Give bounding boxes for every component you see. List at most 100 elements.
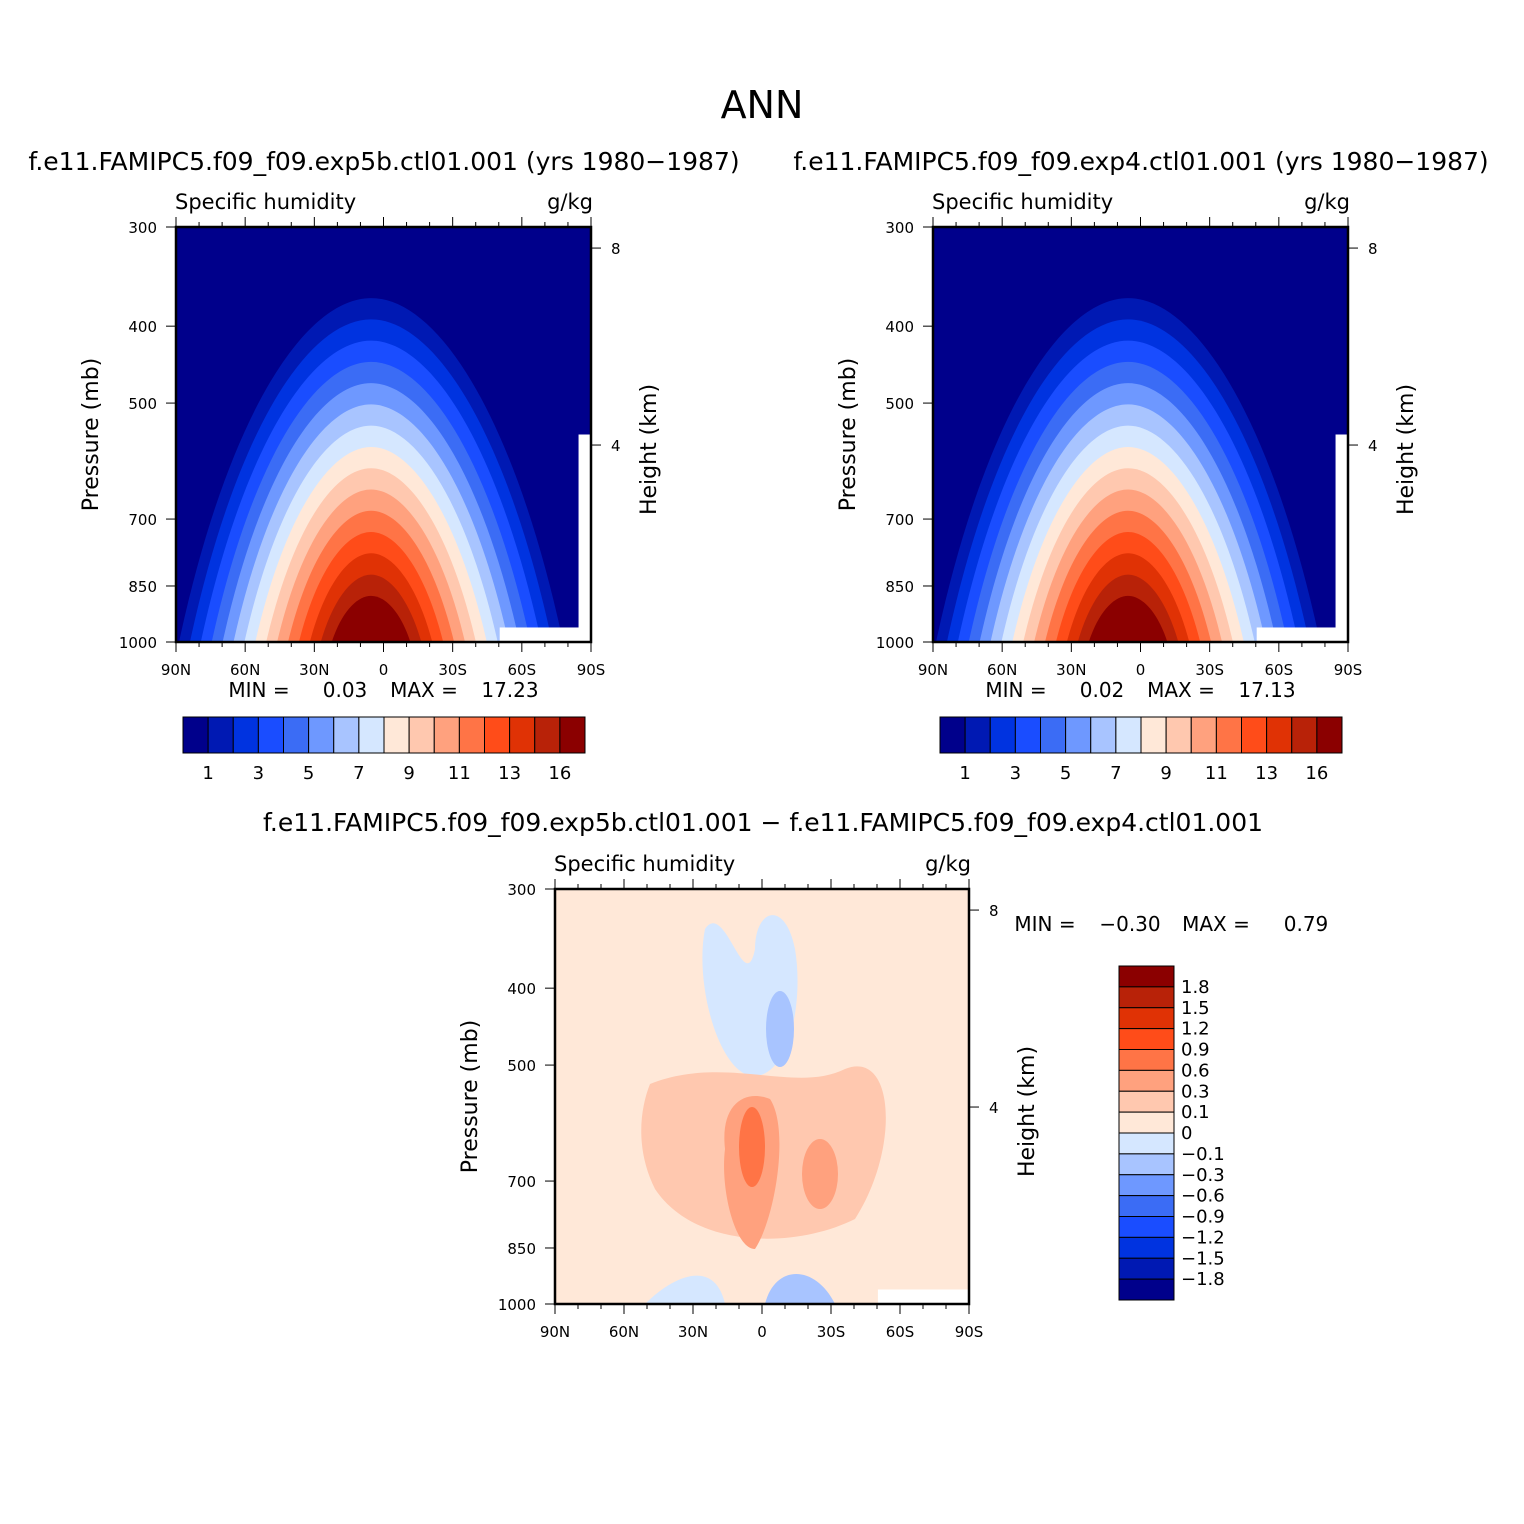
min-label: MIN = [985,678,1046,702]
y-right-axis-label: Height (km) [1394,384,1419,515]
colorbar-label: 5 [303,763,314,784]
right-label: g/kg [1304,190,1350,214]
colorbar-box [534,716,561,754]
missing-data-area [499,627,591,642]
colorbar-box [1118,1174,1175,1197]
colorbar-box [939,716,966,754]
x-tick-label: 30S [817,1323,846,1341]
colorbar: 1 3 5 7 9 11 13 16 [182,716,586,784]
colorbar-box [1040,716,1067,754]
x-tick-label: 30N [299,661,329,679]
x-tick-label: 60S [1265,661,1294,679]
colorbar-label: 1 [202,763,213,784]
left-label: Specific humidity [554,852,735,876]
x-tick-label: 60S [508,661,537,679]
y-tick-label: 500 [507,1057,536,1075]
panel-exp5b: 90N 60N 30N 0 30S 60S 90S 300 400 500 700 850 1000 8 4… [79,190,662,784]
y-tick-label: 300 [885,219,914,237]
colorbar-label: 1.2 [1181,1019,1210,1040]
x-tick-label: 90S [1334,661,1363,679]
colorbar-box [484,716,511,754]
colorbar-box [1118,986,1175,1009]
y-right-tick-label: 8 [989,902,999,920]
colorbar-box [1115,716,1142,754]
colorbar-label: 11 [1205,763,1228,784]
x-tick-label: 60S [886,1323,915,1341]
negative-anomaly-region [645,1275,725,1304]
colorbar-label: 0 [1181,1123,1192,1144]
x-tick-label: 0 [1136,661,1146,679]
colorbar-box [1241,716,1268,754]
x-tick-label: 90S [955,1323,984,1341]
y-tick-label: 400 [885,318,914,336]
colorbar-label: 1.5 [1181,998,1210,1019]
colorbar-label: −0.1 [1181,1144,1225,1165]
colorbar-label: −0.9 [1181,1207,1225,1228]
positive-anomaly-core [802,1139,838,1209]
y-tick-label: 300 [128,219,157,237]
y-tick-label: 400 [128,318,157,336]
difference-title: f.e11.FAMIPC5.f09_f09.exp5b.ctl01.001 − … [263,808,1263,837]
colorbar-box [1118,1236,1175,1259]
x-tick-label: 60N [230,661,260,679]
y-tick-label: 500 [885,395,914,413]
colorbar-box [1118,1090,1175,1113]
x-tick-label: 60N [987,661,1017,679]
y-tick-label: 1000 [119,634,157,652]
colorbar-box [408,716,435,754]
colorbar-label: −1.5 [1181,1248,1225,1269]
y-tick-label: 700 [128,511,157,529]
colorbar-box [1118,1153,1175,1176]
colorbar: 1 3 5 7 9 11 13 16 [939,716,1343,784]
contour-field [176,227,591,642]
y-right-tick-label: 8 [611,240,621,258]
colorbar-box [1118,1069,1175,1092]
left-label: Specific humidity [175,190,356,214]
x-tick-label: 90N [161,661,191,679]
colorbar-label: 7 [353,763,364,784]
y-tick-label: 300 [507,881,536,899]
min-value: −0.30 [1099,912,1160,936]
right-label: g/kg [925,852,971,876]
y-right-tick-label: 4 [611,437,621,455]
colorbar-box [308,716,335,754]
colorbar-label: 13 [498,763,521,784]
x-tick-label: 30S [1195,661,1224,679]
colorbar-label: 16 [1305,763,1328,784]
missing-data-area [1335,434,1348,642]
colorbar-box [1014,716,1041,754]
colorbar-box [182,716,209,754]
colorbar-box [1316,716,1343,754]
colorbar-box [1118,1028,1175,1050]
x-tick-label: 90N [918,661,948,679]
colorbar-box [207,716,234,754]
colorbar-label: 3 [253,763,264,784]
max-label: MAX = [1182,912,1250,936]
colorbar-box [1118,1007,1175,1030]
y-tick-label: 1000 [498,1296,536,1314]
negative-anomaly-core [766,991,794,1067]
y-right-axis-label: Height (km) [637,384,662,515]
colorbar-box [989,716,1016,754]
colorbar-label: −0.3 [1181,1165,1225,1186]
right-label: g/kg [547,190,593,214]
max-value: 17.23 [481,678,538,702]
panel-exp4: 90N 60N 30N 0 30S 60S 90S 300 400 500 700 850 1000 8 4… [836,190,1419,784]
max-label: MAX = [390,678,458,702]
colorbar-box [458,716,485,754]
colorbar-box [383,716,410,754]
colorbar-box [1118,1216,1175,1238]
positive-anomaly-max [739,1107,765,1187]
x-tick-label: 30S [438,661,467,679]
colorbar-box [1118,1049,1175,1071]
colorbar-box [232,716,259,754]
y-tick-label: 500 [128,395,157,413]
missing-data-area [578,434,591,642]
y-right-axis-label: Height (km) [1015,1046,1040,1177]
min-value: 0.03 [323,678,368,702]
y-tick-label: 700 [507,1173,536,1191]
colorbar-box [283,716,310,754]
y-axis-label: Pressure (mb) [458,1020,483,1174]
colorbar-box [1118,1111,1175,1134]
colorbar-label: 1 [959,763,970,784]
